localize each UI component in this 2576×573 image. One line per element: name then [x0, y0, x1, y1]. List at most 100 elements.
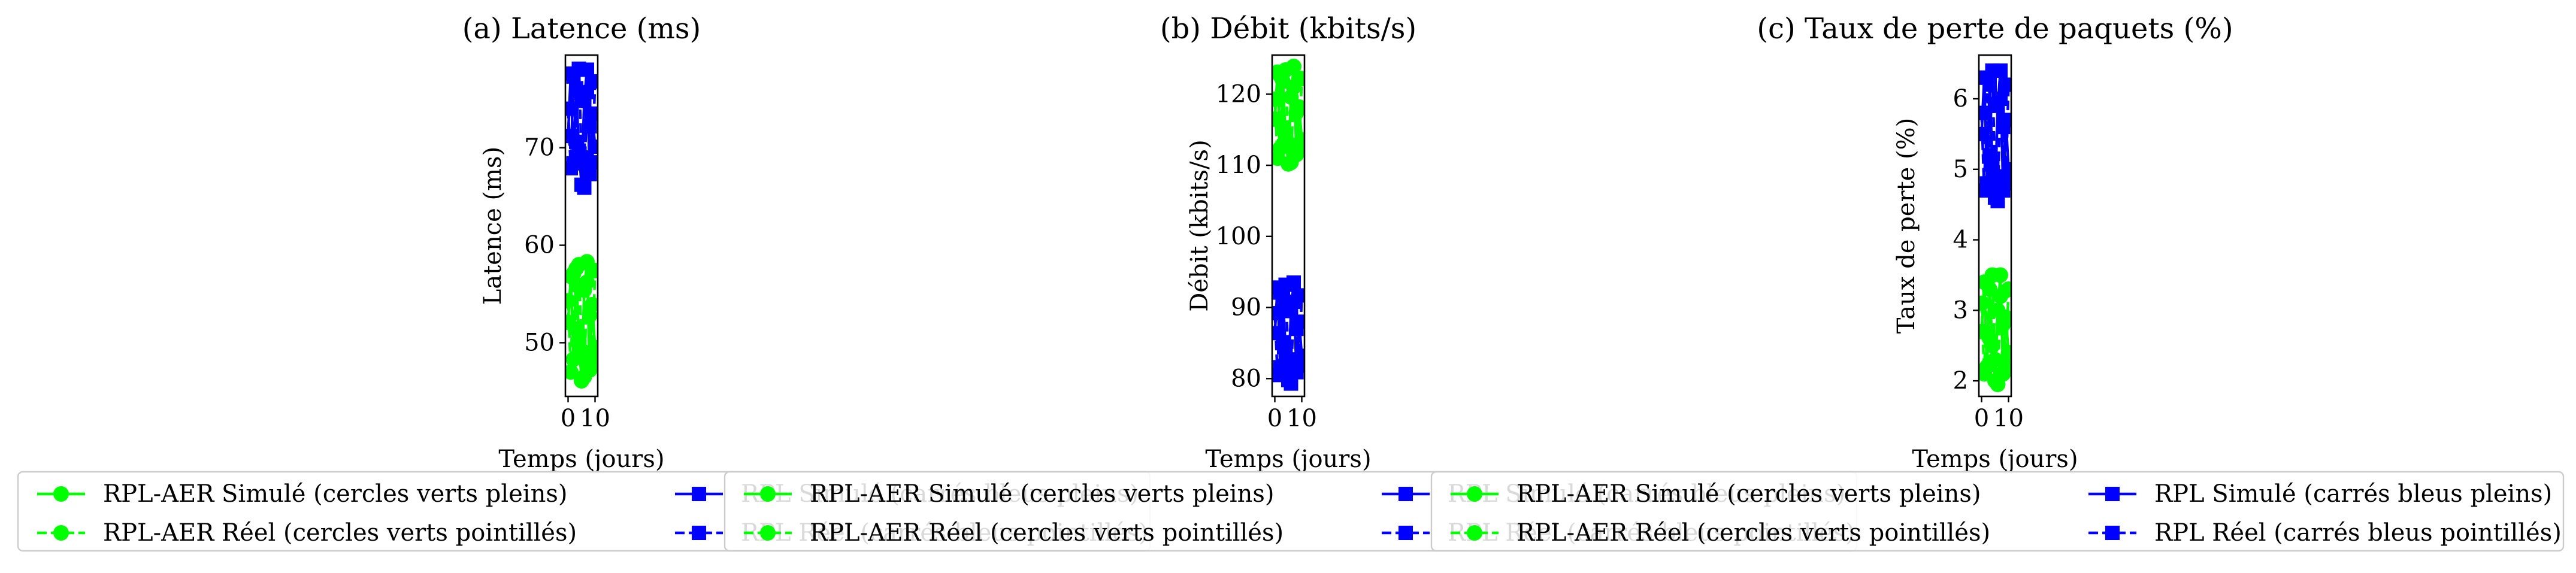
series-2 — [1272, 62, 1304, 171]
legend-label: RPL Réel (carrés bleus pointillés) — [2154, 519, 2562, 547]
legend-label: RPL-AER Réel (cercles verts pointillés) — [103, 519, 577, 547]
legend-item: RPL-AER Simulé (cercles verts pleins) — [1451, 480, 1981, 508]
legend-item: RPL-AER Réel (cercles verts pointillés) — [744, 519, 1284, 547]
data-point — [582, 119, 597, 134]
series-4 — [1272, 277, 1304, 391]
data-point — [585, 353, 598, 369]
data-point — [1294, 71, 1304, 87]
data-point — [1982, 148, 1997, 163]
y-tick-label: 100 — [1216, 223, 1261, 250]
legend-marker — [1467, 486, 1482, 502]
legend-marker — [2105, 487, 2120, 501]
chart-title: (a) Latence (ms) — [462, 12, 701, 46]
data-point — [1990, 376, 2006, 392]
x-axis-label: Temps (jours) — [1205, 445, 1371, 473]
series-4 — [565, 61, 598, 195]
legend-marker — [1467, 525, 1482, 541]
x-axis-label: Temps (jours) — [1912, 445, 2078, 473]
legend-label: RPL Simulé (carrés bleus pleins) — [2154, 480, 2552, 508]
legend-item: RPL Simulé (carrés bleus pleins) — [2088, 480, 2552, 508]
data-point — [588, 74, 598, 89]
legend-marker — [760, 525, 776, 541]
legend-marker — [692, 526, 706, 540]
data-point — [1272, 368, 1285, 383]
data-point — [1979, 105, 1989, 120]
y-tick-label: 80 — [1231, 365, 1261, 392]
data-point — [1292, 358, 1304, 373]
chart-panel-2: 80 90 100 110 120 0 10 (b) Débit (kbits/s) Temps… — [1160, 12, 1416, 473]
y-tick-label: 3 — [1953, 296, 1968, 324]
plot-area — [565, 61, 598, 389]
x-tick-label: 0 — [561, 405, 576, 432]
data-point — [1272, 91, 1283, 107]
data-point — [1278, 62, 1294, 78]
chart-panel-1: 50 60 70 0 10 (a) Latence (ms) Temps (jours) La… — [462, 12, 701, 473]
legend-item: RPL Réel (carrés bleus pointillés) — [2088, 519, 2562, 547]
data-point — [1979, 366, 1992, 382]
series-4 — [1979, 63, 2011, 208]
data-point — [1275, 120, 1291, 137]
data-point — [1288, 105, 1304, 121]
data-point — [1996, 120, 2011, 135]
x-axis-label: Temps (jours) — [498, 445, 664, 473]
y-axis-label: Débit (kbits/s) — [1186, 140, 1213, 311]
data-point — [582, 307, 598, 323]
y-tick-label: 2 — [1953, 367, 1968, 395]
chart-title: (b) Débit (kbits/s) — [1160, 12, 1416, 46]
series-2 — [1979, 267, 2011, 392]
data-point — [569, 134, 583, 149]
legend-label: RPL-AER Simulé (cercles verts pleins) — [103, 480, 567, 508]
data-point — [576, 369, 592, 385]
legend-marker — [53, 525, 69, 541]
data-point — [1272, 306, 1282, 321]
y-tick-label: 120 — [1216, 80, 1261, 108]
data-point — [1998, 359, 2011, 375]
legend-marker — [1399, 526, 1413, 540]
chart-legends: RPL-AER Simulé (cercles verts pleins) RPL… — [17, 471, 2565, 552]
data-point — [1278, 277, 1293, 292]
data-point — [1993, 92, 2008, 107]
data-point — [1990, 193, 2005, 208]
y-axis-label: Taux de perte (%) — [1893, 118, 1920, 334]
data-point — [1294, 288, 1304, 303]
x-tick-label: 10 — [1993, 405, 2024, 432]
legend-marker — [760, 486, 776, 502]
y-tick-label: 50 — [524, 329, 555, 356]
y-tick-label: 4 — [1953, 226, 1968, 254]
legend-item: RPL-AER Réel (cercles verts pointillés) — [1451, 519, 1990, 547]
data-point — [1289, 322, 1304, 336]
x-tick-label: 0 — [1267, 405, 1282, 432]
legend-item: RPL-AER Réel (cercles verts pointillés) — [37, 519, 577, 547]
legend-label: RPL-AER Réel (cercles verts pointillés) — [810, 519, 1284, 547]
legend-marker — [53, 486, 69, 502]
data-point — [587, 339, 598, 356]
legend-marker — [2105, 526, 2120, 540]
data-point — [1283, 154, 1299, 171]
series-2 — [565, 257, 598, 385]
legend-box-3: RPL-AER Simulé (cercles verts pleins) RPL… — [1430, 471, 2565, 552]
data-point — [1999, 176, 2011, 191]
chart-panel-3: 2 3 4 5 6 0 10 (c) Taux de perte de paquets (%)… — [1757, 12, 2233, 473]
y-tick-label: 6 — [1953, 85, 1968, 113]
legend-item: RPL-AER Simulé (cercles verts pleins) — [37, 480, 567, 508]
legend-marker — [692, 487, 706, 501]
data-point — [1979, 183, 1991, 198]
data-point — [1291, 141, 1304, 157]
x-tick-label: 0 — [1974, 405, 1989, 432]
data-point — [571, 61, 586, 76]
axes-frame — [1978, 54, 2012, 398]
axes-frame — [1271, 54, 1306, 398]
legend-item: RPL-AER Simulé (cercles verts pleins) — [744, 480, 1274, 508]
data-point — [1979, 295, 1990, 311]
data-point — [2001, 77, 2011, 92]
data-point — [2000, 281, 2011, 297]
y-tick-label: 5 — [1953, 156, 1968, 183]
legend-label: RPL-AER Simulé (cercles verts pleins) — [810, 480, 1274, 508]
axes-frame — [564, 54, 599, 398]
data-point — [1984, 267, 2000, 283]
data-point — [1982, 331, 1997, 347]
data-point — [565, 364, 579, 380]
plot-area — [1272, 59, 1304, 391]
y-tick-label: 90 — [1231, 294, 1261, 322]
